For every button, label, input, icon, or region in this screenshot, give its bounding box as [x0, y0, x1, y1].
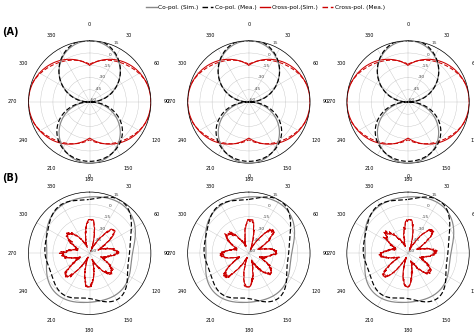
Text: (A): (A) — [2, 27, 19, 37]
Legend: Co-pol. (Sim.), Co-pol. (Mea.), Cross-pol.(Sim.), Cross-pol. (Mea.): Co-pol. (Sim.), Co-pol. (Mea.), Cross-po… — [144, 3, 387, 13]
Text: (B): (B) — [2, 173, 19, 183]
